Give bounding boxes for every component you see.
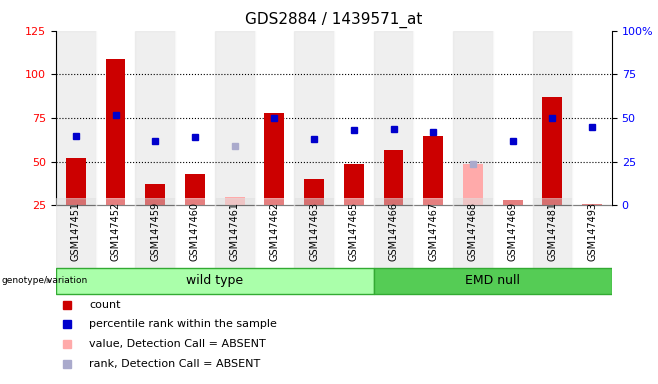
Bar bbox=[56, 31, 95, 205]
Bar bbox=[175, 31, 215, 205]
Bar bbox=[453, 31, 493, 205]
Bar bbox=[503, 200, 522, 205]
Text: wild type: wild type bbox=[186, 274, 243, 287]
Bar bbox=[374, 31, 413, 205]
Bar bbox=[294, 198, 334, 275]
Bar bbox=[542, 97, 563, 205]
Bar bbox=[145, 184, 165, 205]
Bar bbox=[572, 198, 612, 275]
Text: GSM147462: GSM147462 bbox=[269, 202, 280, 261]
Text: GSM147461: GSM147461 bbox=[230, 202, 240, 261]
Text: GSM147493: GSM147493 bbox=[587, 202, 597, 261]
Text: GSM147466: GSM147466 bbox=[388, 202, 399, 261]
Bar bbox=[66, 158, 86, 205]
Bar bbox=[532, 31, 572, 205]
Text: GSM147463: GSM147463 bbox=[309, 202, 319, 261]
Bar bbox=[136, 198, 175, 275]
Text: genotype/variation: genotype/variation bbox=[1, 276, 88, 285]
Bar bbox=[185, 174, 205, 205]
Text: GSM147468: GSM147468 bbox=[468, 202, 478, 261]
Bar bbox=[255, 198, 294, 275]
Bar bbox=[532, 198, 572, 275]
Text: count: count bbox=[89, 300, 121, 310]
Text: GSM147451: GSM147451 bbox=[71, 202, 81, 261]
Text: GSM147469: GSM147469 bbox=[508, 202, 518, 261]
Text: GSM147460: GSM147460 bbox=[190, 202, 200, 261]
Bar bbox=[453, 198, 493, 275]
Text: GSM147467: GSM147467 bbox=[428, 202, 438, 261]
Bar bbox=[304, 179, 324, 205]
Bar bbox=[294, 31, 334, 205]
Bar bbox=[493, 198, 532, 275]
Bar bbox=[413, 31, 453, 205]
Bar bbox=[225, 197, 245, 205]
Bar bbox=[384, 149, 403, 205]
Bar bbox=[334, 198, 374, 275]
Bar bbox=[334, 31, 374, 205]
Text: GSM147459: GSM147459 bbox=[150, 202, 160, 261]
Bar bbox=[493, 31, 532, 205]
Bar bbox=[463, 164, 483, 205]
Bar bbox=[255, 31, 294, 205]
Text: GSM147481: GSM147481 bbox=[547, 202, 557, 261]
Bar bbox=[215, 31, 255, 205]
Text: EMD null: EMD null bbox=[465, 274, 520, 287]
Bar bbox=[582, 204, 602, 205]
Bar bbox=[374, 268, 612, 294]
Text: value, Detection Call = ABSENT: value, Detection Call = ABSENT bbox=[89, 339, 266, 349]
Text: GSM147452: GSM147452 bbox=[111, 202, 120, 261]
Bar bbox=[265, 113, 284, 205]
Bar bbox=[56, 268, 374, 294]
Bar bbox=[136, 31, 175, 205]
Bar bbox=[95, 198, 136, 275]
Bar bbox=[105, 59, 126, 205]
Bar bbox=[423, 136, 443, 205]
Text: percentile rank within the sample: percentile rank within the sample bbox=[89, 319, 277, 329]
Bar bbox=[56, 198, 95, 275]
Bar bbox=[95, 31, 136, 205]
Text: GSM147465: GSM147465 bbox=[349, 202, 359, 261]
Title: GDS2884 / 1439571_at: GDS2884 / 1439571_at bbox=[245, 12, 422, 28]
Text: rank, Detection Call = ABSENT: rank, Detection Call = ABSENT bbox=[89, 359, 261, 369]
Bar bbox=[572, 31, 612, 205]
Bar bbox=[215, 198, 255, 275]
Bar bbox=[413, 198, 453, 275]
Bar bbox=[374, 198, 413, 275]
Bar bbox=[175, 198, 215, 275]
Bar bbox=[344, 164, 364, 205]
